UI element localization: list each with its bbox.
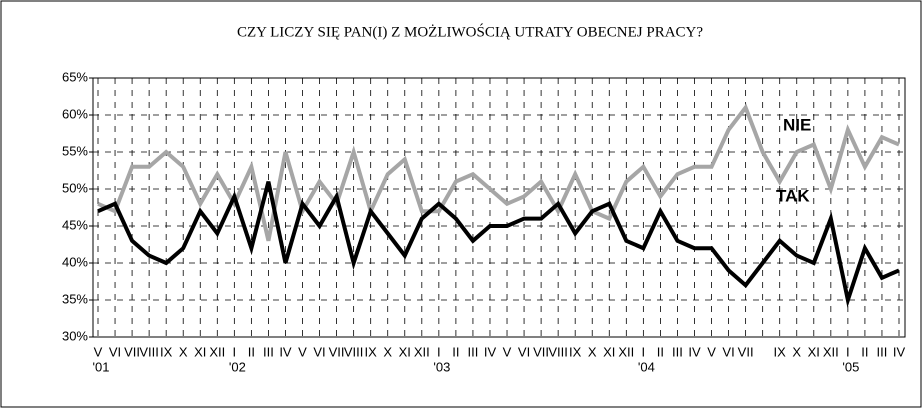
x-tick-label: X — [792, 344, 801, 359]
x-tick-label: II — [861, 344, 868, 359]
x-tick-label: II — [452, 344, 459, 359]
x-tick-label: VII — [124, 344, 140, 359]
x-tick-label: X — [588, 344, 597, 359]
chart-title: CZY LICZY SIĘ PAN(I) Z MOŻLIWOŚCIĄ UTRAT… — [237, 23, 703, 40]
x-tick-label: XII — [209, 344, 225, 359]
x-tick-label: IV — [484, 344, 497, 359]
y-tick-label: 55% — [62, 143, 88, 158]
x-tick-label: V — [298, 344, 307, 359]
x-tick-label: I — [437, 344, 441, 359]
plot-area — [92, 77, 906, 338]
x-tick-label: I — [233, 344, 237, 359]
x-tick-label: VI — [313, 344, 325, 359]
x-tick-label: VII — [738, 344, 754, 359]
x-tick-label: VI — [722, 344, 734, 359]
y-tick-label: 65% — [62, 69, 88, 84]
x-tick-label: III — [672, 344, 683, 359]
x-tick-label: III — [263, 344, 274, 359]
x-tick-label: V — [707, 344, 716, 359]
x-tick-label: V — [503, 344, 512, 359]
x-tick-label: XI — [194, 344, 206, 359]
year-label: '04 — [638, 359, 655, 374]
x-tick-label: I — [642, 344, 646, 359]
y-tick-label: 50% — [62, 180, 88, 195]
x-tick-label: III — [877, 344, 888, 359]
x-tick-label: VI — [518, 344, 530, 359]
x-tick-label: IV — [688, 344, 701, 359]
x-tick-label: II — [657, 344, 664, 359]
x-tick-label: XII — [414, 344, 430, 359]
x-tick-label: X — [179, 344, 188, 359]
x-tick-label: I — [846, 344, 850, 359]
x-tick-label: VIII — [344, 344, 364, 359]
y-tick-label: 40% — [62, 254, 88, 269]
year-label: '03 — [433, 359, 450, 374]
x-tick-label: IV — [279, 344, 292, 359]
series-annotation: NIE — [783, 115, 811, 134]
x-tick-label: VI — [109, 344, 121, 359]
x-tick-label: III — [468, 344, 479, 359]
y-tick-label: 35% — [62, 291, 88, 306]
x-tick-label: XI — [808, 344, 820, 359]
y-tick-label: 60% — [62, 106, 88, 121]
y-tick-label: 45% — [62, 217, 88, 232]
x-tick-label: IV — [893, 344, 906, 359]
x-tick-label: IX — [160, 344, 173, 359]
x-tick-label: V — [94, 344, 103, 359]
x-tick-label: IX — [365, 344, 378, 359]
series-annotation: TAK — [776, 186, 810, 205]
year-label: '02 — [229, 359, 246, 374]
x-tick-label: II — [248, 344, 255, 359]
x-tick-label: IX — [569, 344, 582, 359]
x-tick-label: XI — [399, 344, 411, 359]
y-tick-label: 30% — [62, 328, 88, 343]
x-tick-label: XI — [603, 344, 615, 359]
x-tick-label: X — [383, 344, 392, 359]
x-tick-label: VII — [533, 344, 549, 359]
x-tick-label: XII — [823, 344, 839, 359]
x-tick-label: VII — [329, 344, 345, 359]
x-tick-label: VIII — [548, 344, 568, 359]
x-tick-label: XII — [618, 344, 634, 359]
x-tick-label: IX — [774, 344, 787, 359]
x-tick-label: VIII — [139, 344, 159, 359]
series-line — [97, 181, 900, 308]
year-label: '01 — [93, 359, 110, 374]
year-label: '05 — [842, 359, 859, 374]
